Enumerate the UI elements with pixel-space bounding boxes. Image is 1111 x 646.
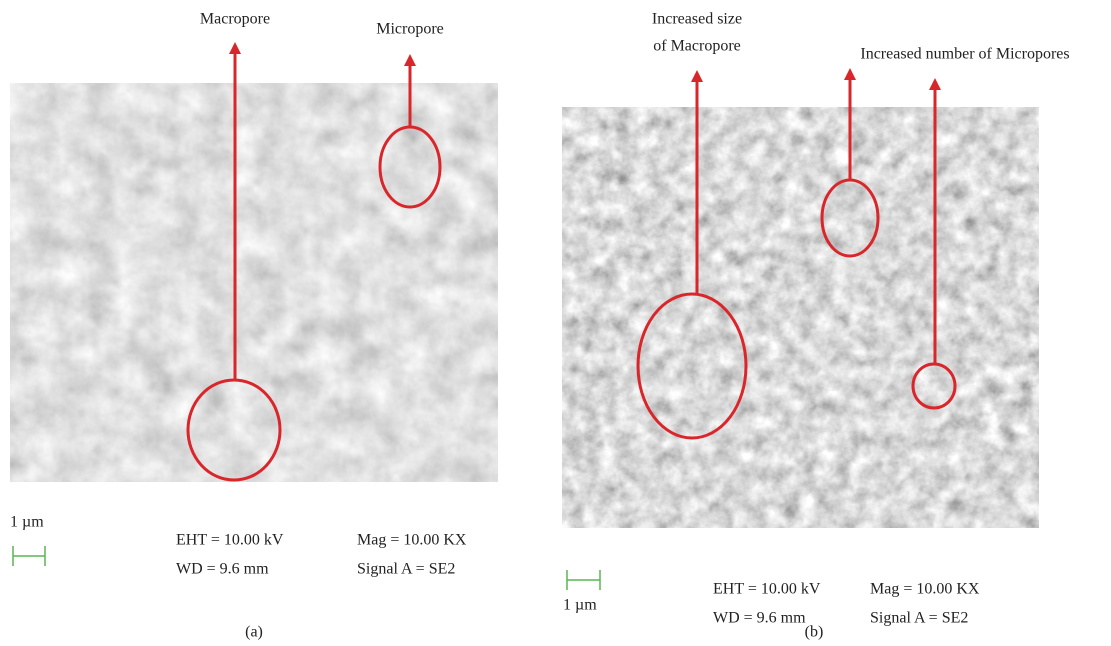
arrow-head: [929, 78, 941, 90]
scale-label: 1 µm: [563, 597, 597, 614]
scale-bar: [13, 546, 45, 566]
figure: Macropore Micropore 1 µm EHT = 10.00 kV …: [0, 0, 1111, 646]
scale-label: 1 µm: [10, 514, 44, 531]
arrow-head: [844, 68, 856, 80]
eht: EHT = 10.00 kV: [176, 532, 284, 549]
eht: EHT = 10.00 kV: [713, 581, 821, 598]
wd: WD = 9.6 mm: [176, 561, 269, 578]
wd: WD = 9.6 mm: [713, 610, 806, 627]
arrow-head: [229, 42, 241, 54]
caption: (b): [805, 624, 824, 641]
annotation-label: of Macropore: [653, 38, 741, 55]
scale-bar: [567, 570, 600, 590]
caption: (a): [245, 624, 263, 641]
annotation-label: Macropore: [200, 11, 270, 28]
sem-image: [10, 83, 498, 482]
annotation-label: Increased size: [652, 11, 742, 28]
mag: Mag = 10.00 KX: [870, 581, 980, 598]
mag: Mag = 10.00 KX: [357, 532, 467, 549]
arrow-head: [691, 70, 703, 82]
sem-image: [562, 107, 1039, 528]
annotation-label: Increased number of Micropores: [860, 46, 1069, 63]
arrow-head: [404, 54, 416, 66]
signal: Signal A = SE2: [870, 610, 968, 627]
signal: Signal A = SE2: [357, 561, 455, 578]
annotation-label: Micropore: [376, 21, 444, 38]
